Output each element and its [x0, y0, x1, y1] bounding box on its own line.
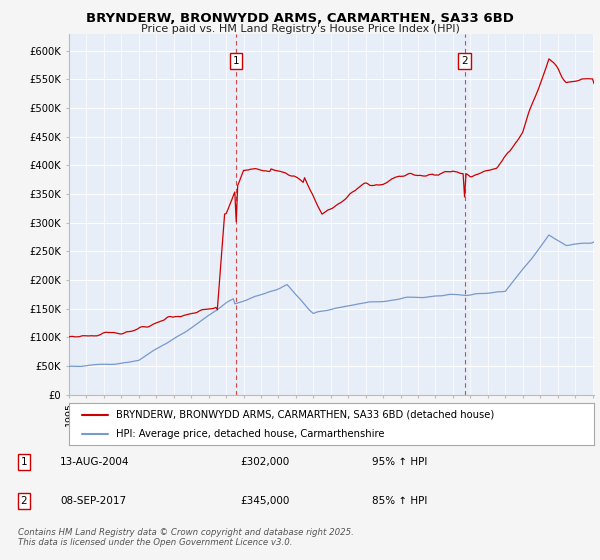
Text: 08-SEP-2017: 08-SEP-2017 — [60, 496, 126, 506]
Text: 2: 2 — [20, 496, 28, 506]
Text: 2: 2 — [461, 55, 468, 66]
Text: BRYNDERW, BRONWYDD ARMS, CARMARTHEN, SA33 6BD: BRYNDERW, BRONWYDD ARMS, CARMARTHEN, SA3… — [86, 12, 514, 25]
Text: HPI: Average price, detached house, Carmarthenshire: HPI: Average price, detached house, Carm… — [116, 429, 385, 439]
Text: 1: 1 — [20, 457, 28, 467]
Text: Contains HM Land Registry data © Crown copyright and database right 2025.
This d: Contains HM Land Registry data © Crown c… — [18, 528, 354, 547]
Text: BRYNDERW, BRONWYDD ARMS, CARMARTHEN, SA33 6BD (detached house): BRYNDERW, BRONWYDD ARMS, CARMARTHEN, SA3… — [116, 409, 494, 419]
Text: 1: 1 — [233, 55, 239, 66]
Text: 95% ↑ HPI: 95% ↑ HPI — [372, 457, 427, 467]
Text: 85% ↑ HPI: 85% ↑ HPI — [372, 496, 427, 506]
Text: £345,000: £345,000 — [240, 496, 289, 506]
Text: 13-AUG-2004: 13-AUG-2004 — [60, 457, 130, 467]
Text: Price paid vs. HM Land Registry's House Price Index (HPI): Price paid vs. HM Land Registry's House … — [140, 24, 460, 34]
Text: £302,000: £302,000 — [240, 457, 289, 467]
